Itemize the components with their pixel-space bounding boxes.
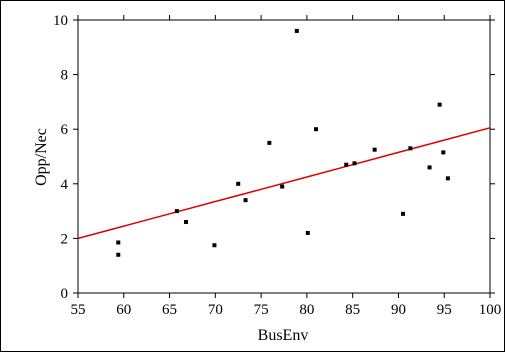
x-axis: 55 60 65 70 75 80 85 90 95 100	[71, 15, 502, 318]
data-point	[236, 182, 240, 186]
y-tick-label: 6	[61, 122, 69, 138]
data-point	[280, 185, 284, 189]
x-tick-label: 60	[116, 302, 131, 318]
data-point	[314, 127, 318, 131]
y-axis: 0 2 4 6 8 10	[53, 13, 495, 302]
data-point	[184, 220, 188, 224]
data-point	[175, 209, 179, 213]
x-tick-label: 100	[479, 302, 502, 318]
plot-area	[78, 20, 490, 293]
data-point	[446, 176, 450, 180]
data-point	[267, 141, 271, 145]
plot-border	[78, 20, 490, 293]
y-tick-label: 10	[53, 13, 68, 29]
x-tick-label: 70	[208, 302, 223, 318]
data-point	[306, 231, 310, 235]
y-tick-label: 2	[61, 231, 69, 247]
data-point	[438, 103, 442, 107]
fit-line	[78, 128, 490, 239]
data-point	[116, 253, 120, 257]
data-point	[212, 243, 216, 247]
fit-line-layer	[78, 128, 490, 239]
data-point	[344, 163, 348, 167]
points-layer	[116, 29, 450, 257]
y-tick-label: 0	[61, 286, 69, 302]
data-point	[428, 165, 432, 169]
data-point	[408, 146, 412, 150]
x-axis-title: BusEnv	[258, 327, 309, 344]
x-tick-label: 80	[299, 302, 314, 318]
x-tick-label: 65	[162, 302, 177, 318]
data-point	[441, 150, 445, 154]
data-point	[352, 161, 356, 165]
y-tick-label: 4	[61, 177, 69, 193]
x-tick-label: 95	[437, 302, 452, 318]
x-tick-label: 75	[254, 302, 269, 318]
y-axis-title: Opp/Nec	[33, 128, 50, 186]
data-point	[116, 240, 120, 244]
x-tick-label: 90	[391, 302, 406, 318]
data-point	[295, 29, 299, 33]
data-point	[373, 148, 377, 152]
data-point	[401, 212, 405, 216]
y-tick-label: 8	[61, 68, 69, 84]
x-tick-label: 85	[345, 302, 360, 318]
x-tick-label: 55	[71, 302, 86, 318]
data-point	[244, 198, 248, 202]
